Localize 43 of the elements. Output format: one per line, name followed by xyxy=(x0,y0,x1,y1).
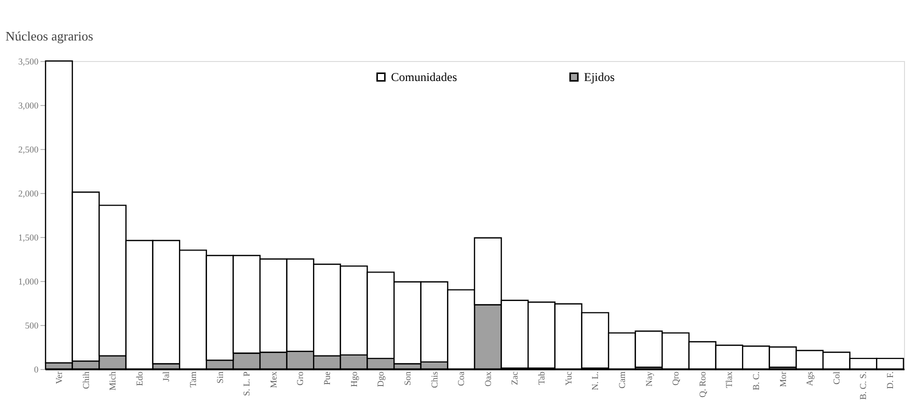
y-tick-label: 500 xyxy=(25,320,39,330)
x-tick-label: Oax xyxy=(482,371,493,386)
x-tick-label: Hgo xyxy=(348,371,359,387)
y-axis-title: Núcleos agrarios xyxy=(6,28,94,44)
x-tick-label: N. L. xyxy=(590,372,600,390)
x-tick-label: Tam xyxy=(188,372,198,388)
x-tick-label: Cam xyxy=(616,372,627,388)
x-tick-label: Son xyxy=(402,371,412,386)
y-tick-label: 1,500 xyxy=(18,232,39,242)
x-tick-label: Dgo xyxy=(376,371,386,387)
x-tick-label: Qro xyxy=(670,371,681,386)
x-tick-label: Ver xyxy=(54,372,64,384)
x-tick-label: Chis xyxy=(429,371,440,388)
y-tick-label: 2,000 xyxy=(18,188,39,198)
x-tick-label: Jal xyxy=(161,371,172,382)
x-tick-label: S. L. P xyxy=(242,372,252,396)
x-tick-label: Yuc xyxy=(563,372,574,386)
x-tick-label: Ags xyxy=(804,371,815,386)
x-tick-label: Tlax xyxy=(724,371,734,388)
x-tick-label: Mex xyxy=(268,371,278,388)
legend-label: Comunidades xyxy=(391,70,458,84)
x-tick-label: Col xyxy=(831,371,842,385)
x-tick-label: Tab xyxy=(536,371,547,385)
y-tick-label: 3,500 xyxy=(18,56,39,66)
x-tick-label: Coa xyxy=(456,371,466,386)
x-tick-label: Mich xyxy=(108,371,118,390)
x-tick-label: Zac xyxy=(510,372,520,385)
x-tick-label: Pue xyxy=(322,371,332,385)
x-tick-label: Mor xyxy=(778,372,788,387)
x-tick-label: D. F. xyxy=(885,372,896,390)
y-tick-label: 2,500 xyxy=(18,144,39,154)
x-tick-label: Edo xyxy=(134,371,144,386)
x-tick-label: B. C. S. xyxy=(858,372,868,400)
x-tick-label: Sin xyxy=(214,371,225,384)
x-tick-label: Gro xyxy=(295,371,306,386)
x-tick-label: Nay xyxy=(644,371,654,386)
y-tick-label: 3,000 xyxy=(18,100,39,110)
x-tick-label: Chih xyxy=(80,371,91,390)
y-tick-label: 1,000 xyxy=(18,276,39,286)
legend-label: Ejidos xyxy=(584,70,615,84)
x-tick-label: Q. Roo xyxy=(697,371,708,398)
x-tick-label: B. C. xyxy=(751,372,762,390)
y-tick-label: 0 xyxy=(34,364,39,374)
